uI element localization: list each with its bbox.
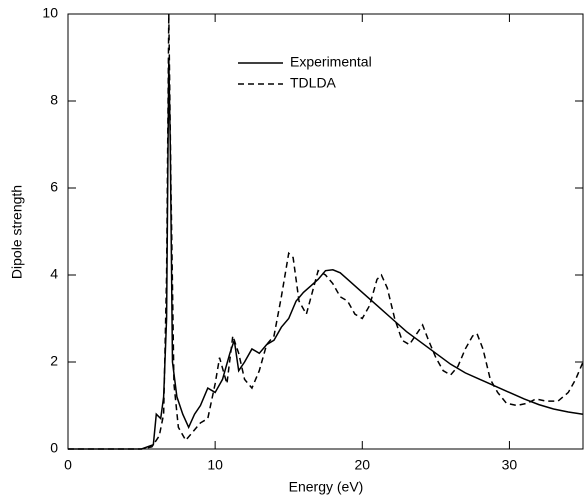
x-tick-label: 20	[354, 457, 370, 473]
x-tick-label: 30	[502, 457, 518, 473]
y-tick-label: 4	[50, 266, 58, 282]
x-tick-label: 0	[64, 457, 72, 473]
legend-label: Experimental	[290, 54, 372, 70]
y-tick-label: 6	[50, 179, 58, 195]
x-axis-label: Energy (eV)	[289, 479, 364, 495]
plot-frame	[67, 13, 584, 450]
data-line	[68, 57, 584, 450]
data-line	[68, 13, 584, 450]
legend-label: TDLDA	[290, 75, 337, 91]
y-tick-label: 8	[50, 92, 58, 108]
y-tick-label: 10	[42, 5, 58, 21]
y-tick-label: 2	[50, 353, 58, 369]
y-axis-label: Dipole strength	[9, 185, 25, 279]
y-tick-label: 0	[50, 440, 58, 456]
x-tick-label: 10	[207, 457, 223, 473]
